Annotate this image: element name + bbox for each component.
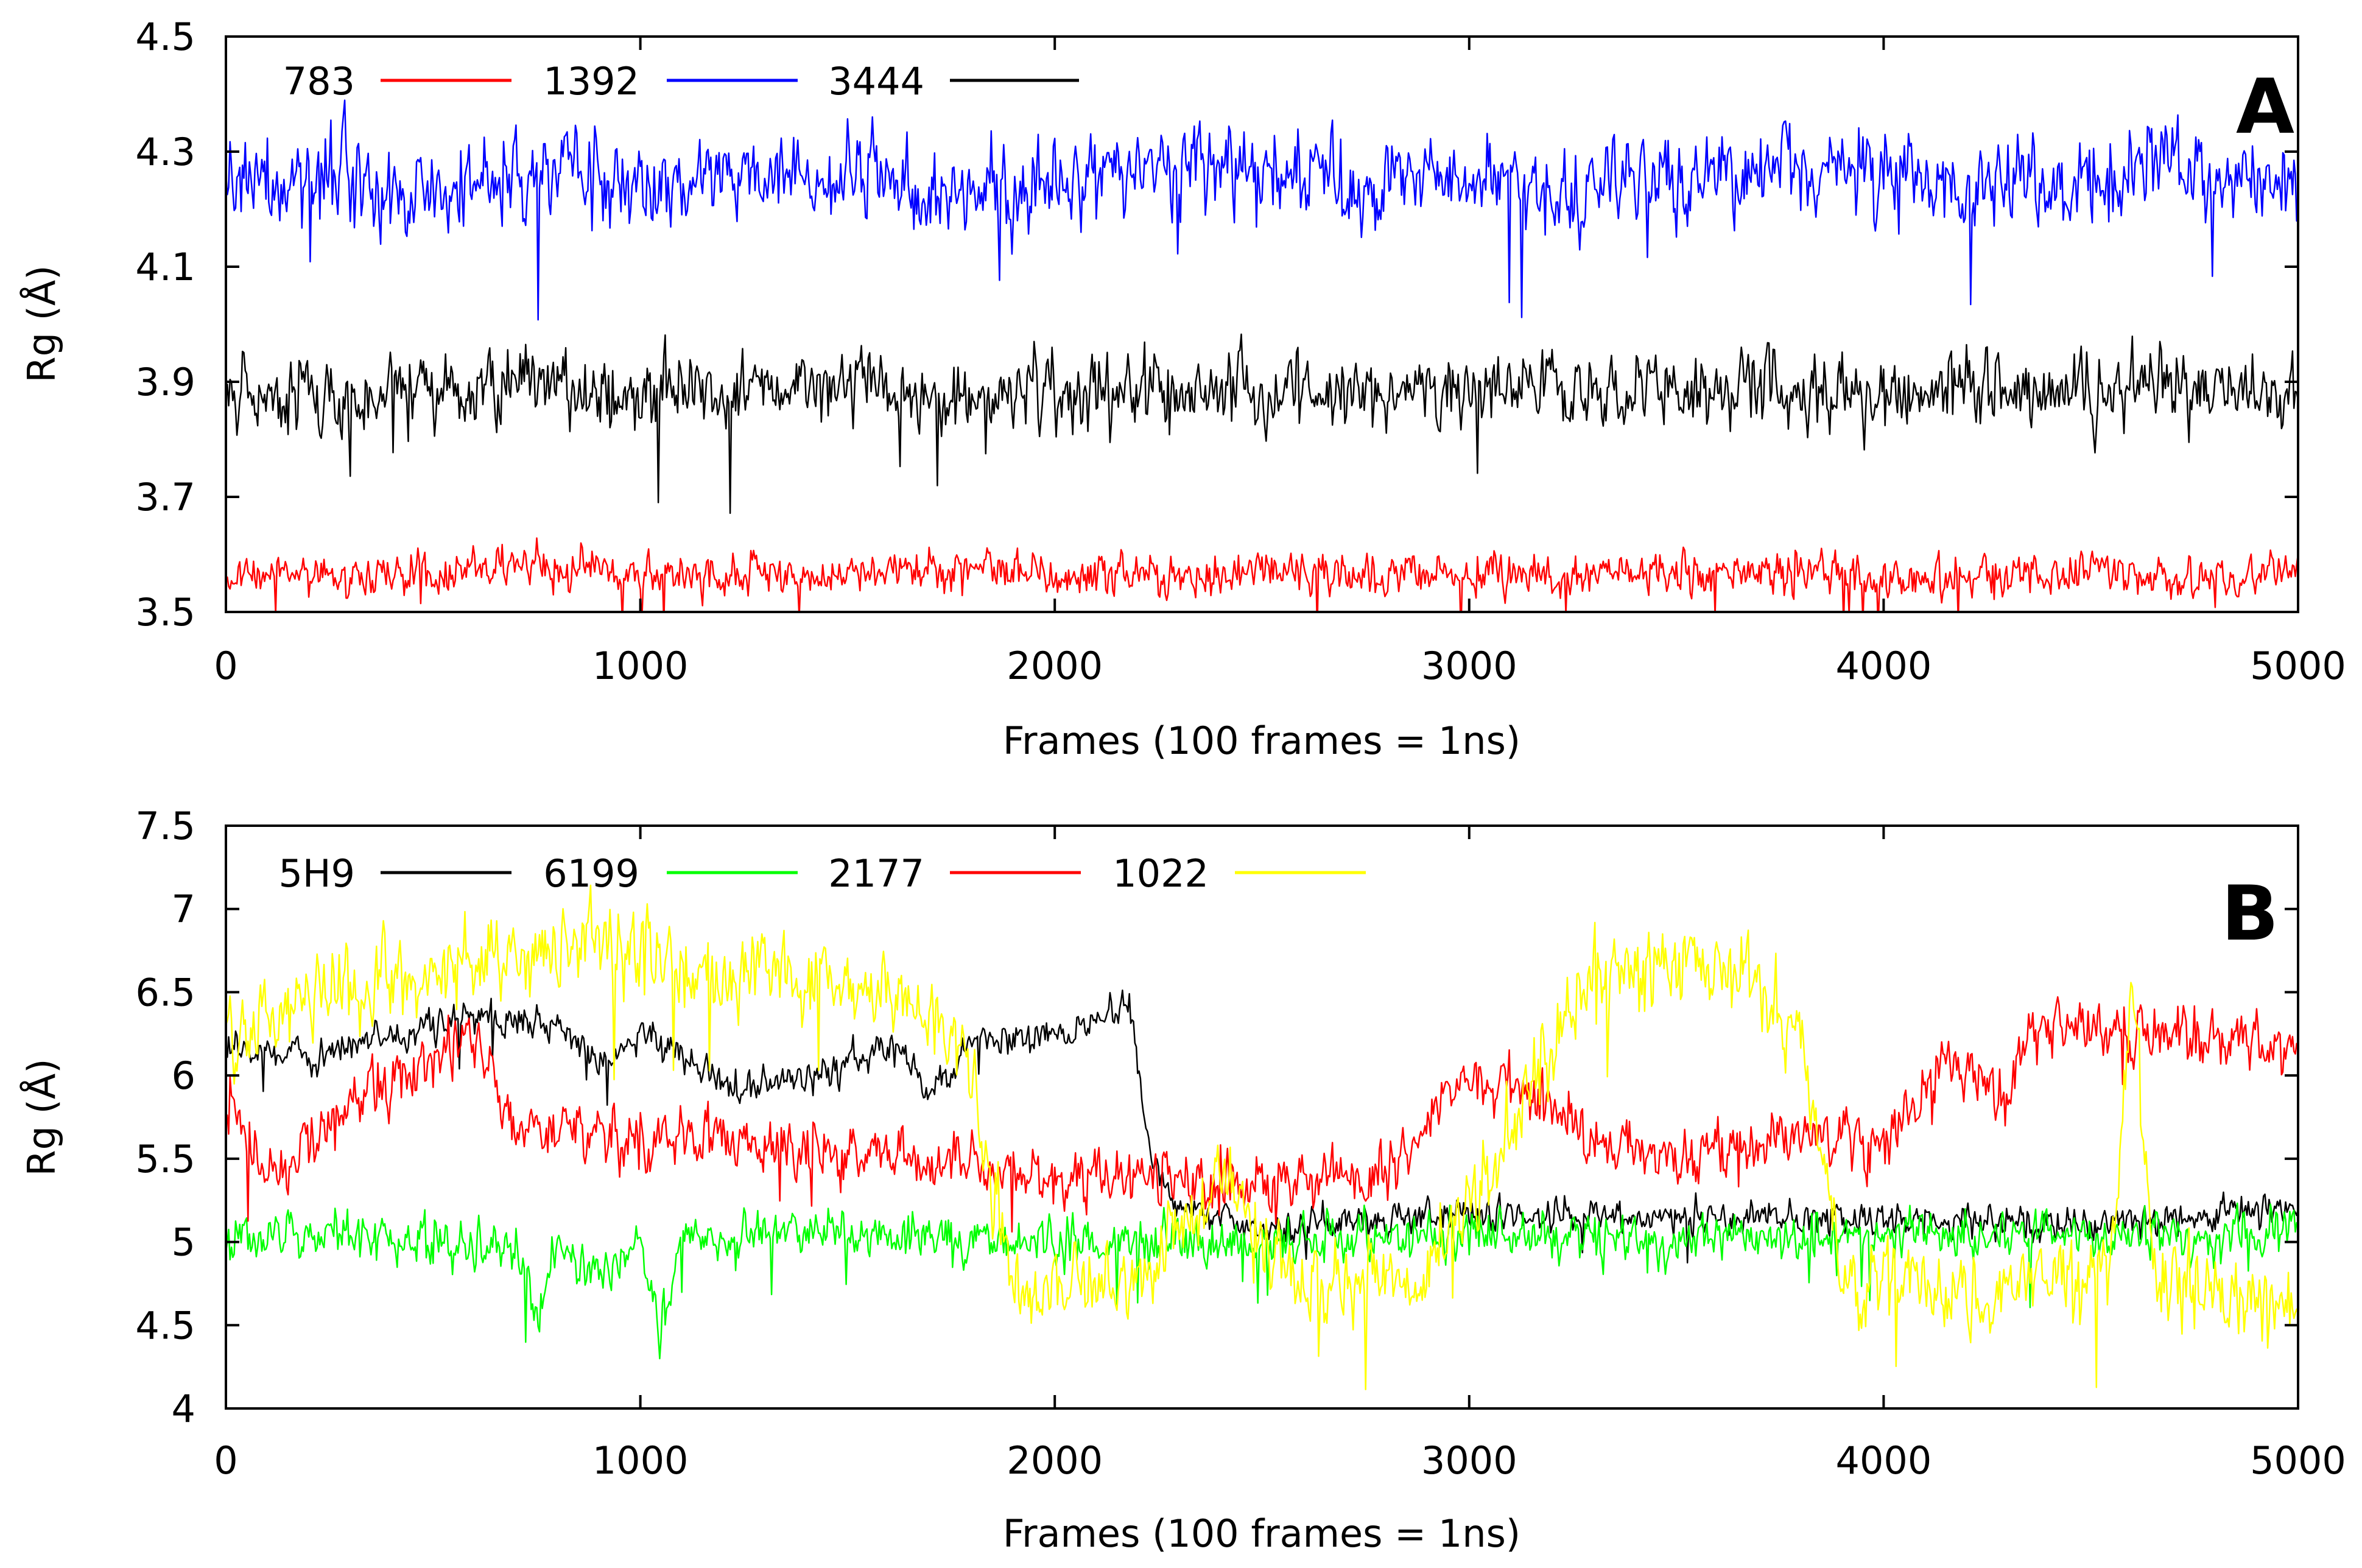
panel-a-letter: A — [2236, 63, 2294, 151]
legend-label-5h9: 5H9 — [278, 851, 355, 896]
series-line-783 — [226, 537, 2298, 612]
panel-a-ticks: 0 1000 2000 3000 4000 5000 3.5 3.7 3.9 4.1 4.3 4.5 — [135, 15, 2346, 688]
panel-b: 0 1000 2000 3000 4000 5000 4 4.5 5 5.5 6 6.5 7 7.5 Fr… — [19, 804, 2346, 1556]
panel-a-x-tick-label: 1000 — [592, 644, 689, 688]
panel-a-x-tick-label: 5000 — [2250, 644, 2346, 688]
series-line-1392 — [226, 99, 2298, 321]
panel-b-legend: 5H9 6199 2177 1022 — [278, 851, 1366, 896]
panel-b-x-tick-label: 2000 — [1007, 1438, 1103, 1483]
panel-b-ticks: 0 1000 2000 3000 4000 5000 4 4.5 5 5.5 6 6.5 7 7.5 — [135, 804, 2346, 1483]
panel-b-letter: B — [2221, 870, 2279, 958]
panel-a-y-tick-label: 4.3 — [135, 130, 195, 174]
panel-b-x-axis-title: Frames (100 frames = 1ns) — [1003, 1511, 1520, 1556]
panel-b-y-tick-label: 5.5 — [135, 1137, 195, 1181]
panel-b-x-tick-label: 4000 — [1836, 1438, 1932, 1483]
panel-b-y-tick-label: 6 — [172, 1053, 195, 1098]
series-line-2177 — [226, 996, 2298, 1233]
legend-label-1392: 1392 — [543, 59, 639, 104]
panel-a-y-tick-label: 3.5 — [135, 590, 195, 635]
panel-b-y-tick-label: 4.5 — [135, 1303, 195, 1348]
panel-b-y-axis-title: Rg (Å) — [19, 1059, 64, 1176]
panel-b-x-tick-label: 1000 — [592, 1438, 689, 1483]
panel-a-y-axis-title: Rg (Å) — [19, 265, 64, 383]
panel-a-x-tick-label: 3000 — [1421, 644, 1517, 688]
legend-label-1022: 1022 — [1112, 851, 1209, 896]
panel-b-x-tick-label: 5000 — [2250, 1438, 2346, 1483]
panel-a-y-tick-label: 4.5 — [135, 15, 195, 59]
panel-a-x-tick-label: 0 — [214, 644, 237, 688]
panel-a-series — [226, 99, 2298, 612]
panel-b-x-tick-label: 0 — [214, 1438, 237, 1483]
legend-label-2177: 2177 — [828, 851, 924, 896]
series-line-1022 — [226, 884, 2298, 1391]
panel-b-y-tick-label: 7.5 — [135, 804, 195, 848]
series-line-5h9 — [226, 990, 2298, 1264]
panel-b-y-tick-label: 7 — [172, 887, 195, 932]
panel-a-y-tick-label: 3.7 — [135, 475, 195, 519]
panel-a-x-tick-label: 2000 — [1007, 644, 1103, 688]
series-line-3444 — [226, 333, 2298, 515]
panel-b-plot-frame — [225, 824, 2299, 1410]
panel-a-x-axis-title: Frames (100 frames = 1ns) — [1003, 719, 1520, 763]
panel-b-y-tick-label: 6.5 — [135, 970, 195, 1014]
legend-label-6199: 6199 — [543, 851, 639, 896]
legend-label-783: 783 — [283, 59, 355, 104]
panel-a-plot-frame — [225, 35, 2299, 613]
panel-a-x-tick-label: 4000 — [1836, 644, 1932, 688]
panel-a: 0 1000 2000 3000 4000 50003.53.73.94.14.34.5 … — [19, 15, 2346, 763]
legend-label-3444: 3444 — [828, 59, 924, 104]
panel-b-x-tick-label: 3000 — [1421, 1438, 1517, 1483]
panel-b-series — [226, 884, 2298, 1391]
panel-a-y-tick-label: 3.9 — [135, 360, 195, 404]
panel-a-legend: 783 1392 3444 — [283, 59, 1079, 104]
panel-b-y-tick-label: 5 — [172, 1220, 195, 1265]
panel-b-y-tick-label: 4 — [172, 1387, 195, 1431]
panel-a-y-tick-label: 4.1 — [135, 245, 195, 289]
